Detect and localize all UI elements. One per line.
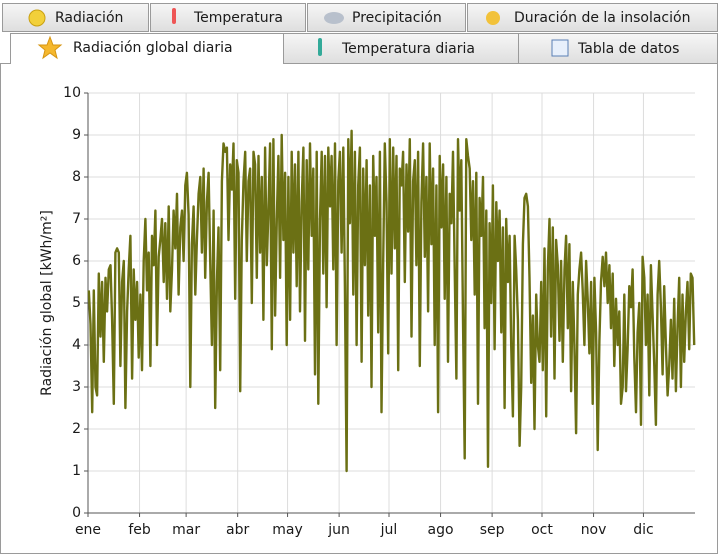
tab-label: Tabla de datos	[577, 41, 679, 57]
y-tick-label: 9	[72, 127, 81, 143]
tab-label: Radiación global diaria	[73, 40, 233, 56]
y-tick-label: 2	[72, 421, 81, 437]
star-icon	[37, 35, 63, 60]
tab[interactable]	[2, 3, 149, 32]
x-tick-label: sep	[480, 522, 505, 538]
tab-label: Temperatura diaria	[341, 41, 475, 57]
y-tick-label: 6	[72, 253, 81, 269]
y-tick-label: 10	[63, 85, 81, 101]
x-tick-label: ago	[428, 522, 454, 538]
tab-label: Temperatura	[193, 10, 283, 26]
y-axis-label: Radiación global [kWh/m²]	[39, 210, 55, 396]
thermometer-icon	[318, 38, 322, 56]
cloud-icon	[324, 12, 344, 24]
x-tick-label: jul	[380, 522, 398, 538]
y-tick-label: 5	[72, 295, 81, 311]
tab-label: Duración de la insolación	[514, 10, 690, 26]
x-tick-label: mar	[172, 522, 200, 538]
table-icon	[551, 39, 569, 57]
y-tick-label: 4	[72, 337, 81, 353]
y-tick-label: 0	[72, 505, 81, 521]
tab-row-2: Temperatura diaria Tabla de datos Radiac…	[10, 33, 718, 65]
x-tick-label: oct	[531, 522, 553, 538]
plot: 0 1 2 3 4 5 6 7 8 9 10 ene feb mar abr may jun jul ago sep o…	[63, 85, 696, 538]
tab-selected[interactable]	[10, 33, 284, 65]
x-tick-label: nov	[581, 522, 607, 538]
tab[interactable]	[467, 3, 718, 32]
tab-label: Precipitación	[352, 10, 442, 26]
x-tick-label: ene	[75, 522, 101, 538]
x-tick-label: feb	[128, 522, 151, 538]
x-tick-label: abr	[226, 522, 249, 538]
y-tick-label: 8	[72, 169, 81, 185]
thermometer-icon	[172, 8, 176, 24]
x-tick-label: dic	[633, 522, 653, 538]
y-tick-label: 7	[72, 211, 81, 227]
x-tick-label: may	[272, 522, 303, 538]
y-tick-label: 1	[72, 463, 81, 479]
tab-label: Radiación	[55, 10, 123, 26]
tab-row-1: Radiación Temperatura Precipitación Dura…	[2, 3, 718, 32]
y-tick-label: 3	[72, 379, 81, 395]
sun-icon	[28, 9, 46, 27]
tab[interactable]	[150, 3, 306, 32]
x-tick-label: jun	[327, 522, 350, 538]
sun-cloud-icon	[486, 11, 500, 25]
data-line	[87, 129, 696, 473]
